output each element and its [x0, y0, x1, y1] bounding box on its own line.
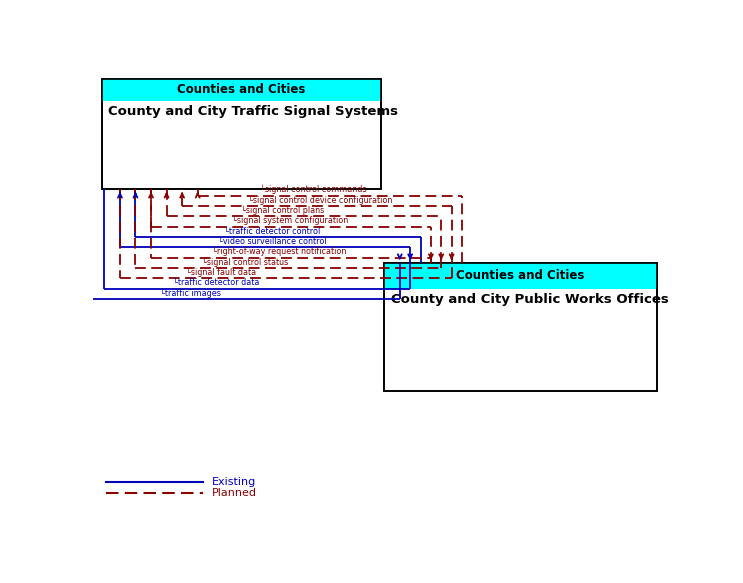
- Bar: [102, 79, 381, 189]
- Text: └signal control device configuration: └signal control device configuration: [248, 195, 393, 205]
- Text: └traffic images: └traffic images: [160, 288, 221, 297]
- Bar: [383, 263, 658, 391]
- Text: └signal control commands: └signal control commands: [260, 185, 366, 194]
- Text: Counties and Cities: Counties and Cities: [456, 269, 585, 282]
- Bar: [383, 263, 658, 391]
- Text: └video surveillance control: └video surveillance control: [218, 237, 327, 246]
- Text: └signal control plans: └signal control plans: [241, 206, 325, 215]
- Bar: [383, 263, 658, 289]
- Text: └traffic detector data: └traffic detector data: [173, 278, 260, 287]
- Text: └signal system configuration: └signal system configuration: [233, 216, 348, 225]
- Text: Counties and Cities: Counties and Cities: [177, 83, 305, 96]
- Text: └traffic detector control: └traffic detector control: [224, 227, 320, 236]
- Text: └signal fault data: └signal fault data: [186, 268, 256, 277]
- Text: Existing: Existing: [212, 477, 256, 487]
- Text: └signal control status: └signal control status: [202, 257, 288, 266]
- Bar: [102, 79, 381, 189]
- Text: County and City Traffic Signal Systems: County and City Traffic Signal Systems: [108, 106, 398, 118]
- Bar: [102, 79, 381, 101]
- Text: └right-of-way request notification: └right-of-way request notification: [212, 247, 346, 257]
- Text: Planned: Planned: [212, 488, 257, 498]
- Text: County and City Public Works Offices: County and City Public Works Offices: [391, 293, 668, 306]
